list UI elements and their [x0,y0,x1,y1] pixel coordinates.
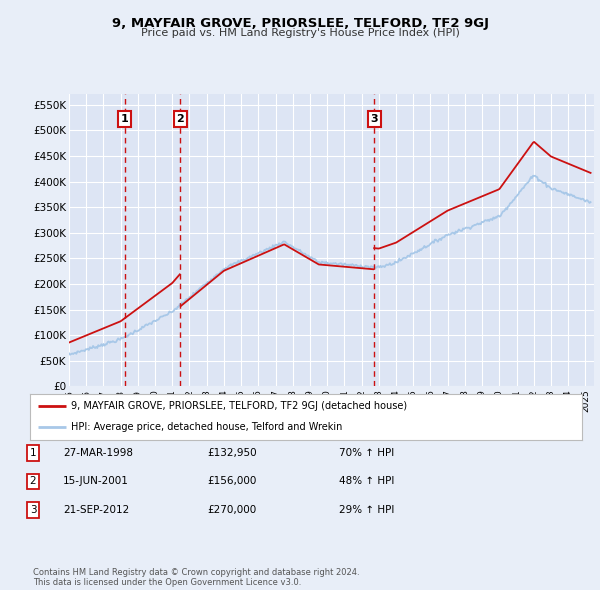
Text: 70% ↑ HPI: 70% ↑ HPI [339,448,394,458]
Text: Price paid vs. HM Land Registry's House Price Index (HPI): Price paid vs. HM Land Registry's House … [140,28,460,38]
Text: 15-JUN-2001: 15-JUN-2001 [63,477,129,486]
Text: 1: 1 [121,114,128,124]
Text: Contains HM Land Registry data © Crown copyright and database right 2024.
This d: Contains HM Land Registry data © Crown c… [33,568,359,587]
Text: £270,000: £270,000 [207,505,256,514]
Text: £156,000: £156,000 [207,477,256,486]
Text: 9, MAYFAIR GROVE, PRIORSLEE, TELFORD, TF2 9GJ (detached house): 9, MAYFAIR GROVE, PRIORSLEE, TELFORD, TF… [71,401,407,411]
Text: 3: 3 [29,505,37,514]
Text: 29% ↑ HPI: 29% ↑ HPI [339,505,394,514]
Text: 3: 3 [370,114,378,124]
Text: 1: 1 [29,448,37,458]
Text: 2: 2 [29,477,37,486]
Text: £132,950: £132,950 [207,448,257,458]
Text: 27-MAR-1998: 27-MAR-1998 [63,448,133,458]
Text: 48% ↑ HPI: 48% ↑ HPI [339,477,394,486]
Text: HPI: Average price, detached house, Telford and Wrekin: HPI: Average price, detached house, Telf… [71,422,343,432]
Text: 2: 2 [176,114,184,124]
Text: 9, MAYFAIR GROVE, PRIORSLEE, TELFORD, TF2 9GJ: 9, MAYFAIR GROVE, PRIORSLEE, TELFORD, TF… [112,17,488,30]
Text: 21-SEP-2012: 21-SEP-2012 [63,505,129,514]
